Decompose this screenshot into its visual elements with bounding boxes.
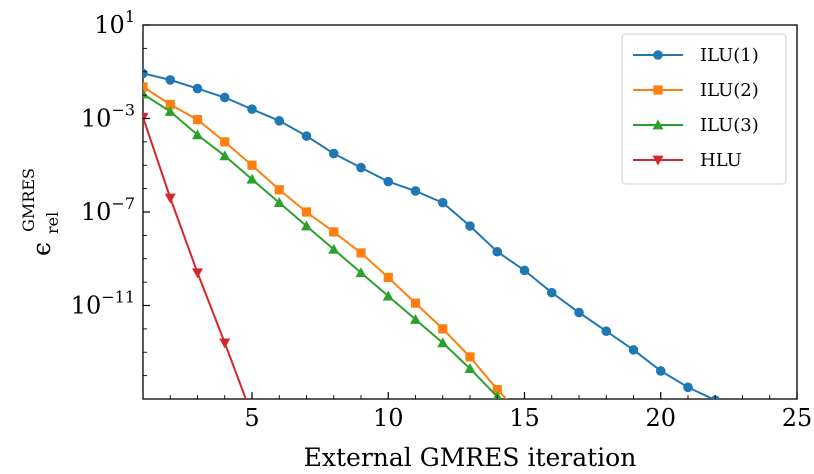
data-point [328, 148, 339, 159]
data-point [383, 272, 393, 283]
data-point [356, 162, 366, 173]
legend-marker [653, 50, 663, 60]
data-point [301, 220, 312, 231]
data-point [410, 298, 421, 308]
data-point [574, 307, 584, 318]
data-point [328, 243, 340, 254]
y-tick-label: 10−3 [81, 101, 135, 133]
legend-box [621, 33, 787, 185]
data-point [492, 385, 502, 395]
data-point [655, 366, 666, 376]
data-point [165, 75, 176, 85]
data-point [738, 413, 748, 423]
series-hlu [143, 112, 247, 399]
legend-marker [652, 155, 664, 166]
data-point [683, 382, 693, 393]
data-point [274, 185, 284, 195]
axis-ticks: 5 10 15 20 25 101 10−3 10−7 10−11 [71, 7, 813, 432]
data-point [192, 129, 203, 140]
data-point [143, 88, 149, 99]
data-point [437, 337, 449, 348]
data-point [220, 137, 230, 147]
data-point [219, 92, 230, 103]
y-axis-title-superscript: GMRES [19, 168, 38, 232]
data-point [301, 131, 312, 141]
data-point [382, 290, 394, 301]
legend-marker [652, 119, 664, 130]
x-tick-label: 15 [509, 404, 540, 432]
legend-entry: ILU(1) [633, 45, 759, 66]
data-point [329, 227, 339, 237]
data-point [465, 221, 475, 231]
data-point [355, 267, 367, 278]
data-point [438, 324, 448, 334]
x-axis-title: External GMRES iteration [304, 443, 637, 472]
legend-label: ILU(3) [700, 115, 759, 136]
data-point [437, 197, 448, 208]
legend: ILU(1) ILU(2) ILU(3) HLU [621, 33, 787, 185]
y-tick-label: 10−7 [81, 194, 135, 226]
data-point [164, 193, 176, 204]
legend-label: ILU(1) [700, 45, 759, 66]
legend-marker [653, 85, 663, 95]
legend-label: HLU [700, 150, 742, 171]
data-point [219, 150, 231, 161]
x-tick-label: 10 [373, 404, 404, 432]
data-point [273, 197, 285, 208]
data-point [383, 176, 394, 187]
x-tick-label: 5 [244, 404, 259, 432]
data-point [601, 326, 612, 337]
data-point [192, 115, 203, 125]
y-axis-title-base: ϵ [27, 242, 56, 256]
series-layer [143, 68, 748, 423]
data-point [192, 268, 203, 279]
legend-label: ILU(2) [700, 80, 759, 101]
y-tick-label: 101 [94, 7, 135, 39]
data-point [546, 287, 557, 298]
data-point [143, 112, 149, 123]
x-tick-label: 25 [782, 404, 813, 432]
data-point [143, 68, 148, 79]
series-ilu-1 [143, 68, 748, 423]
data-point [247, 104, 257, 114]
data-point [628, 345, 639, 355]
y-axis-title: ϵ rel GMRES [19, 168, 64, 256]
x-tick-label: 20 [645, 404, 676, 432]
data-point [465, 352, 475, 362]
data-point [219, 338, 231, 349]
data-point [464, 363, 476, 374]
data-point [143, 82, 148, 92]
data-point [274, 116, 285, 126]
y-tick-label: 10−11 [71, 288, 135, 320]
legend-entry: HLU [633, 150, 742, 171]
y-axis-title-subscript: rel [43, 212, 62, 234]
series-ilu-2 [143, 82, 508, 399]
legend-entry: ILU(3) [633, 115, 759, 136]
data-point [247, 160, 257, 170]
data-point [356, 248, 366, 258]
legend-entry: ILU(2) [633, 80, 759, 101]
data-point [301, 207, 312, 217]
data-point [165, 99, 175, 110]
data-point [410, 314, 421, 324]
series-ilu-3 [143, 88, 502, 399]
data-point [492, 246, 503, 257]
data-point [410, 186, 421, 196]
data-point [192, 83, 203, 94]
data-point [519, 265, 530, 276]
data-point [164, 105, 176, 116]
data-point [246, 173, 258, 184]
